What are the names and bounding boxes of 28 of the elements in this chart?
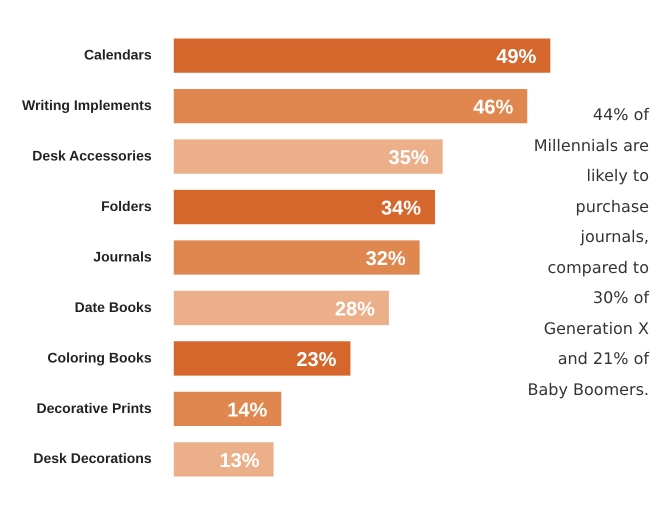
- data-label: 23%: [296, 348, 337, 371]
- y-tick-label: Folders: [101, 198, 152, 214]
- data-label: 28%: [334, 298, 376, 320]
- bar: [174, 139, 443, 174]
- y-tick-label: Desk Accessories: [32, 147, 152, 164]
- bar: [174, 88, 528, 124]
- data-label: 34%: [380, 198, 422, 220]
- y-tick-label: Desk Decorations: [33, 450, 152, 466]
- bar: [174, 392, 282, 426]
- y-tick-label: Coloring Books: [47, 349, 152, 366]
- y-tick-label: Decorative Prints: [36, 400, 152, 416]
- y-tick-label: Calendars: [84, 46, 152, 62]
- data-label: 14%: [227, 399, 268, 422]
- data-label: 49%: [496, 46, 537, 68]
- bar: [174, 341, 350, 376]
- data-label: 46%: [473, 96, 514, 119]
- y-tick-label: Date Books: [74, 298, 152, 315]
- bar: [174, 240, 420, 275]
- data-label: 35%: [388, 147, 429, 170]
- data-label: 32%: [366, 248, 406, 270]
- bar: [174, 190, 436, 224]
- bar: [174, 442, 274, 477]
- text: 44% of Millennials are likely to purchase journals, compared to 30% of Generation X and 21% of Baby Boomers.: [528, 105, 649, 398]
- data-label: 13%: [220, 450, 260, 472]
- y-tick-label: Writing Implements: [22, 96, 152, 113]
- bar: [174, 38, 550, 73]
- y-tick-label: Journals: [93, 248, 152, 264]
- bar: [174, 290, 389, 326]
